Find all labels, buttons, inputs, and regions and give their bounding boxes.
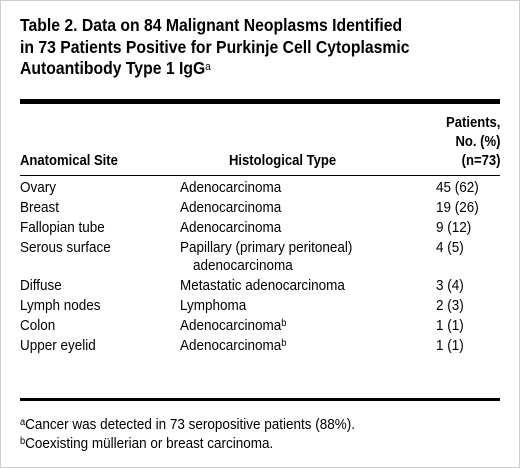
table-row: Serous surface Papillary (primary perito…	[1, 239, 520, 277]
title-line-2: in 73 Patients Positive for Purkinje Cel…	[20, 36, 410, 57]
footnote-mark: b	[281, 318, 287, 329]
table-row: Lymph nodes Lymphoma 2 (3)	[1, 297, 520, 317]
cell-histology: Papillary (primary peritoneal) adenocarc…	[180, 239, 352, 275]
footnote-a-mark: a	[20, 417, 26, 428]
cell-site: Breast	[20, 200, 59, 216]
cell-histology: Adenocarcinomab	[180, 317, 286, 335]
table-row: Colon Adenocarcinomab 1 (1)	[1, 317, 520, 337]
title-line-3: Autoantibody Type 1 IgGa	[20, 58, 443, 80]
cell-histology-text: Adenocarcinoma	[180, 338, 282, 354]
header-rule	[20, 175, 500, 176]
cell-patients: 9 (12)	[436, 220, 472, 236]
cell-histology-text: Metastatic adenocarcinoma	[180, 278, 345, 294]
cell-histology-text: Adenocarcinoma	[180, 220, 282, 236]
title-line-3-text: Autoantibody Type 1 IgG	[20, 58, 206, 78]
table-row: Diffuse Metastatic adenocarcinoma 3 (4)	[1, 277, 520, 297]
cell-histology-continuation: adenocarcinoma	[193, 258, 293, 274]
cell-patients: 1 (1)	[436, 338, 464, 354]
cell-histology: Adenocarcinoma	[180, 199, 281, 217]
footnote-b-mark: b	[20, 436, 26, 447]
header-patients: Patients, No. (%) (n=73)	[446, 114, 500, 171]
footnote-b: bCoexisting müllerian or breast carcinom…	[20, 435, 273, 453]
cell-site: Lymph nodes	[20, 298, 101, 314]
cell-histology-text: Papillary (primary peritoneal)	[180, 240, 353, 256]
cell-patients: 2 (3)	[436, 298, 464, 314]
cell-site: Upper eyelid	[20, 338, 96, 354]
table-title: Table 2. Data on 84 Malignant Neoplasms …	[20, 15, 443, 80]
cell-site: Diffuse	[20, 278, 62, 294]
cell-patients: 45 (62)	[436, 180, 479, 196]
cell-histology: Adenocarcinoma	[180, 179, 281, 197]
footnote-mark: b	[281, 338, 287, 349]
title-footnote-mark: a	[205, 61, 211, 73]
header-patients-line-2: No. (%)	[455, 134, 500, 150]
footnote-a-text: Cancer was detected in 73 seropositive p…	[25, 417, 355, 433]
header-anatomical-site: Anatomical Site	[20, 153, 118, 169]
table-row: Ovary Adenocarcinoma 45 (62)	[1, 179, 520, 199]
table-body: Ovary Adenocarcinoma 45 (62) Breast Aden…	[1, 179, 520, 357]
cell-histology: Lymphoma	[180, 297, 246, 315]
cell-histology-text: Adenocarcinoma	[180, 180, 282, 196]
cell-histology-text: Adenocarcinoma	[180, 318, 282, 334]
header-patients-line-1: Patients,	[445, 115, 500, 131]
table-row: Fallopian tube Adenocarcinoma 9 (12)	[1, 219, 520, 239]
footnote-b-text: Coexisting müllerian or breast carcinoma…	[25, 436, 274, 452]
cell-histology-text: Adenocarcinoma	[180, 200, 282, 216]
top-rule	[20, 99, 500, 104]
bottom-rule	[20, 398, 500, 401]
header-histological-type: Histological Type	[229, 153, 337, 169]
cell-histology: Metastatic adenocarcinoma	[180, 277, 345, 295]
cell-histology: Adenocarcinoma	[180, 219, 281, 237]
cell-site: Ovary	[20, 180, 56, 196]
cell-patients: 4 (5)	[436, 240, 464, 256]
cell-patients: 19 (26)	[436, 200, 479, 216]
cell-site: Colon	[20, 318, 56, 334]
cell-patients: 1 (1)	[436, 318, 464, 334]
cell-histology-text: Lymphoma	[180, 298, 247, 314]
cell-histology: Adenocarcinomab	[180, 337, 286, 355]
cell-site: Fallopian tube	[20, 220, 105, 236]
footnote-a: aCancer was detected in 73 seropositive …	[20, 416, 355, 434]
cell-site: Serous surface	[20, 240, 111, 256]
table-row: Upper eyelid Adenocarcinomab 1 (1)	[1, 337, 520, 357]
header-patients-line-3: (n=73)	[461, 153, 500, 169]
table-row: Breast Adenocarcinoma 19 (26)	[1, 199, 520, 219]
title-line-1: Table 2. Data on 84 Malignant Neoplasms …	[20, 15, 403, 35]
cell-patients: 3 (4)	[436, 278, 464, 294]
